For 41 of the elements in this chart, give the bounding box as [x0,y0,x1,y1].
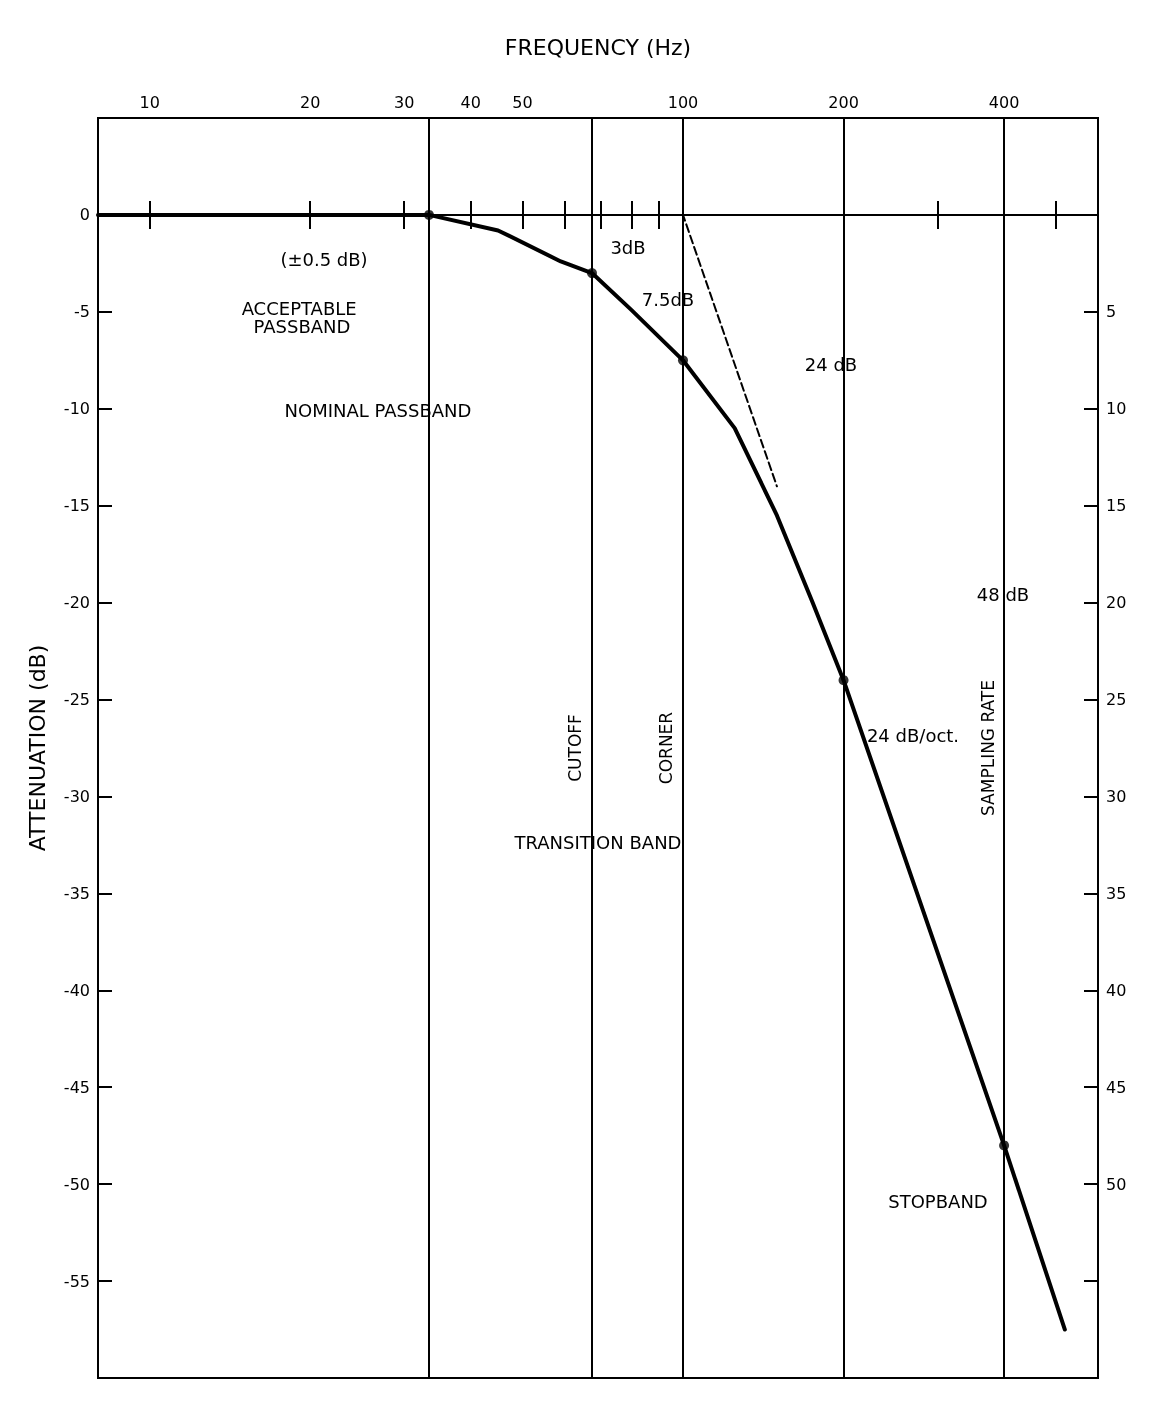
x-axis-title: FREQUENCY (Hz) [504,34,692,60]
annotation: 48 dB [976,583,1030,605]
y2-tick-label: 5 [1106,302,1117,322]
y-tick-label: -50 [63,1174,90,1194]
y-tick-label: -20 [63,593,90,613]
annotation: ACCEPTABLE PASSBAND [241,297,363,337]
y-tick-label: -45 [63,1077,90,1097]
y-tick-label: 0 [79,205,90,225]
y2-tick-label: 25 [1106,690,1127,710]
y-tick-label: -40 [63,980,90,1000]
x-tick-label: 40 [460,92,481,112]
ref-line-label: CUTOFF [565,714,586,782]
y-axis-title: ATTENUATION (dB) [24,644,50,852]
y-tick-label: -15 [63,496,90,516]
y-tick-label: -10 [63,399,90,419]
annotation: 3dB [610,237,646,259]
y2-tick-label: 15 [1106,496,1127,516]
x-tick-label: 400 [988,92,1020,112]
x-tick-label: 20 [300,92,321,112]
x-tick-label: 100 [667,92,699,112]
y2-tick-label: 20 [1106,593,1127,613]
annotation: 24 dB/oct. [866,724,960,746]
ref-line-label: CORNER [656,711,677,785]
y2-tick-label: 45 [1106,1077,1127,1097]
x-tick-label: 50 [512,92,533,112]
annotation: (±0.5 dB) [280,248,368,270]
y-tick-label: -30 [63,786,90,806]
y2-tick-label: 35 [1106,883,1127,903]
y-tick-label: -5 [74,302,90,322]
x-tick-label: 200 [828,92,859,112]
x-tick-label: 30 [393,92,415,112]
ref-line-label: SAMPLING RATE [977,680,998,816]
y2-tick-label: 30 [1106,786,1127,806]
x-tick-label: 10 [139,92,160,112]
y2-tick-label: 10 [1106,399,1127,419]
annotation: STOPBAND [888,1191,988,1213]
y-tick-label: -55 [63,1271,90,1291]
y-tick-label: -35 [63,883,90,903]
y-tick-label: -25 [63,690,90,710]
y2-tick-label: 50 [1106,1174,1127,1194]
y2-tick-label: 40 [1106,980,1127,1000]
